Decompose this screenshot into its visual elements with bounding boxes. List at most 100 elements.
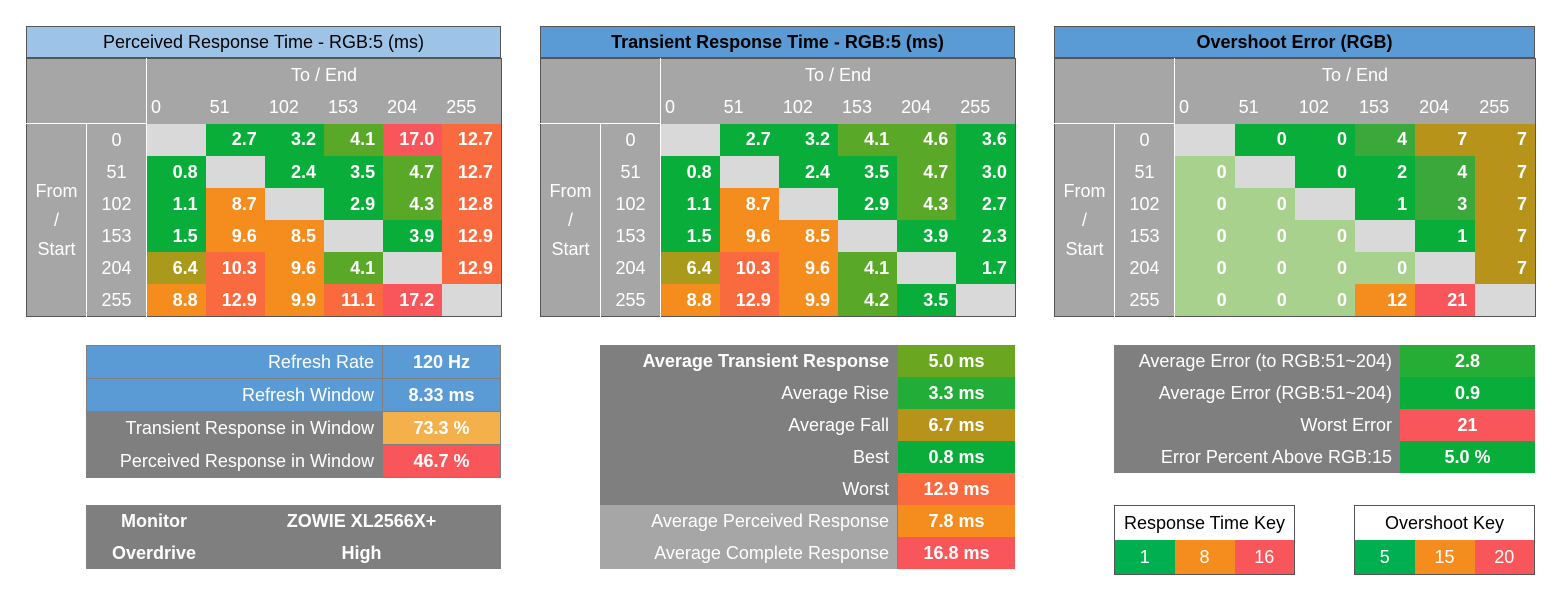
matrix-cell: 8.5 xyxy=(264,220,324,252)
response-row: Best 0.8 ms xyxy=(600,441,1015,473)
row-header: 51 xyxy=(86,156,147,188)
matrix-corner xyxy=(26,91,147,124)
matrix-cell: 4.3 xyxy=(383,188,443,220)
column-header: 153 xyxy=(323,91,384,124)
matrix-row: From / Start 0 2.7 3.2 4.1 17.0 12.7 xyxy=(26,123,502,317)
matrix-row: 51 0.8 2.4 3.5 4.7 3.0 xyxy=(541,156,1016,188)
response-value: 16.8 ms xyxy=(897,537,1015,569)
diagonal-cell xyxy=(1354,220,1416,252)
row-header: 102 xyxy=(1114,188,1175,220)
diagonal-cell xyxy=(264,188,324,220)
matrix-cell: 2.7 xyxy=(719,123,779,156)
error-label: Worst Error xyxy=(1114,409,1400,441)
matrix-cell: 8.8 xyxy=(660,284,720,317)
matrix-cell: 12.9 xyxy=(205,284,265,317)
error-value: 0.9 xyxy=(1400,377,1535,409)
row-header: 102 xyxy=(86,188,147,220)
matrix-cell: 12.9 xyxy=(442,220,502,252)
refresh-value: 8.33 ms xyxy=(382,378,501,412)
diagonal-cell xyxy=(837,220,898,252)
diagonal-cell xyxy=(205,156,265,188)
from-label-line: / xyxy=(53,209,59,230)
error-value: 5.0 % xyxy=(1400,441,1535,473)
row-header: 204 xyxy=(600,252,661,284)
refresh-row: Perceived Response in Window 46.7 % xyxy=(86,444,501,478)
row-header: 153 xyxy=(600,220,661,252)
matrix-row: 51 0.8 2.4 3.5 4.7 12.7 xyxy=(27,156,502,188)
from-label-line: From xyxy=(549,180,592,201)
matrix-cell: 7 xyxy=(1415,123,1476,156)
matrix-row: 102 1.1 8.7 2.9 4.3 12.8 xyxy=(27,188,502,220)
matrix-cell: 12.9 xyxy=(442,252,502,284)
error-row: Error Percent Above RGB:15 5.0 % xyxy=(1114,441,1535,473)
column-header: 204 xyxy=(897,91,957,124)
matrix-corner xyxy=(540,91,661,124)
monitor-row: Monitor ZOWIE XL2566X+ xyxy=(86,505,501,537)
column-header: 0 xyxy=(146,91,206,124)
refresh-value: 46.7 % xyxy=(382,444,501,478)
matrix-row: 255 0 0 0 12 21 xyxy=(1055,284,1536,317)
error-summary-table: Average Error (to RGB:51~204) 2.8 Average … xyxy=(1114,345,1535,473)
matrix-row: 51 0 0 2 4 7 xyxy=(1055,156,1536,188)
to-end-label: To / End xyxy=(660,58,1016,91)
matrix-row: 204 0 0 0 0 7 xyxy=(1055,252,1536,284)
key-swatch: 8 xyxy=(1174,540,1235,575)
matrix-cell: 12 xyxy=(1354,284,1416,317)
matrix-cell: 9.6 xyxy=(205,220,265,252)
response-label: Average Complete Response xyxy=(600,537,898,569)
overshoot-key-title: Overshoot Key xyxy=(1354,505,1535,540)
matrix-cell: 0.8 xyxy=(660,156,720,188)
row-header: 51 xyxy=(1114,156,1175,188)
column-header: 255 xyxy=(956,91,1016,124)
from-label-line: Start xyxy=(551,238,590,259)
transient-response-matrix: To / End 0 51 102 153 204 255 From / Start 0 2.7 3.2… xyxy=(540,58,1016,317)
matrix-cell: 1.7 xyxy=(956,252,1016,284)
response-label: Best xyxy=(600,441,898,473)
matrix-cell: 3.9 xyxy=(897,220,957,252)
refresh-row: Transient Response in Window 73.3 % xyxy=(86,411,501,445)
matrix-cell: 0 xyxy=(1294,252,1355,284)
matrix-cell: 2 xyxy=(1354,156,1416,188)
matrix-cell: 0 xyxy=(1294,284,1355,317)
matrix-cell: 9.6 xyxy=(778,252,838,284)
matrix-corner xyxy=(1054,91,1175,124)
column-header: 204 xyxy=(383,91,443,124)
matrix-row: 153 1.5 9.6 8.5 3.9 2.3 xyxy=(541,220,1016,252)
diagonal-cell xyxy=(1294,188,1355,220)
matrix-cell: 4.6 xyxy=(897,123,957,156)
matrix-cell: 10.3 xyxy=(205,252,265,284)
column-header: 255 xyxy=(1475,91,1536,124)
matrix-cell: 7 xyxy=(1475,188,1536,220)
key-swatch: 15 xyxy=(1414,540,1475,575)
response-label: Average Rise xyxy=(600,377,898,409)
response-row: Worst 12.9 ms xyxy=(600,473,1015,505)
column-header: 153 xyxy=(837,91,898,124)
matrix-row: 204 6.4 10.3 9.6 4.1 12.9 xyxy=(27,252,502,284)
overshoot-matrix-title: Overshoot Error (RGB) xyxy=(1054,26,1535,58)
matrix-cell: 2.7 xyxy=(205,123,265,156)
matrix-cell: 0 xyxy=(1294,220,1355,252)
column-header: 0 xyxy=(660,91,720,124)
response-label: Average Fall xyxy=(600,409,898,441)
error-value: 2.8 xyxy=(1400,345,1535,377)
matrix-cell: 11.1 xyxy=(323,284,384,317)
diagonal-cell xyxy=(383,252,443,284)
diagonal-cell xyxy=(660,123,720,156)
overdrive-row: Overdrive High xyxy=(86,537,501,569)
column-header: 102 xyxy=(778,91,838,124)
column-header: 102 xyxy=(264,91,324,124)
matrix-cell: 3 xyxy=(1415,188,1476,220)
matrix-cell: 9.6 xyxy=(719,220,779,252)
matrix-cell: 0 xyxy=(1294,123,1355,156)
error-value: 21 xyxy=(1400,409,1535,441)
column-header: 51 xyxy=(1234,91,1295,124)
matrix-cell: 4.2 xyxy=(837,284,898,317)
response-label: Worst xyxy=(600,473,898,505)
diagonal-cell xyxy=(1475,284,1536,317)
diagonal-cell xyxy=(897,252,957,284)
matrix-cell: 12.9 xyxy=(719,284,779,317)
response-row: Average Rise 3.3 ms xyxy=(600,377,1015,409)
matrix-cell: 0 xyxy=(1234,123,1295,156)
matrix-cell: 0 xyxy=(1354,252,1416,284)
matrix-cell: 3.5 xyxy=(897,284,957,317)
